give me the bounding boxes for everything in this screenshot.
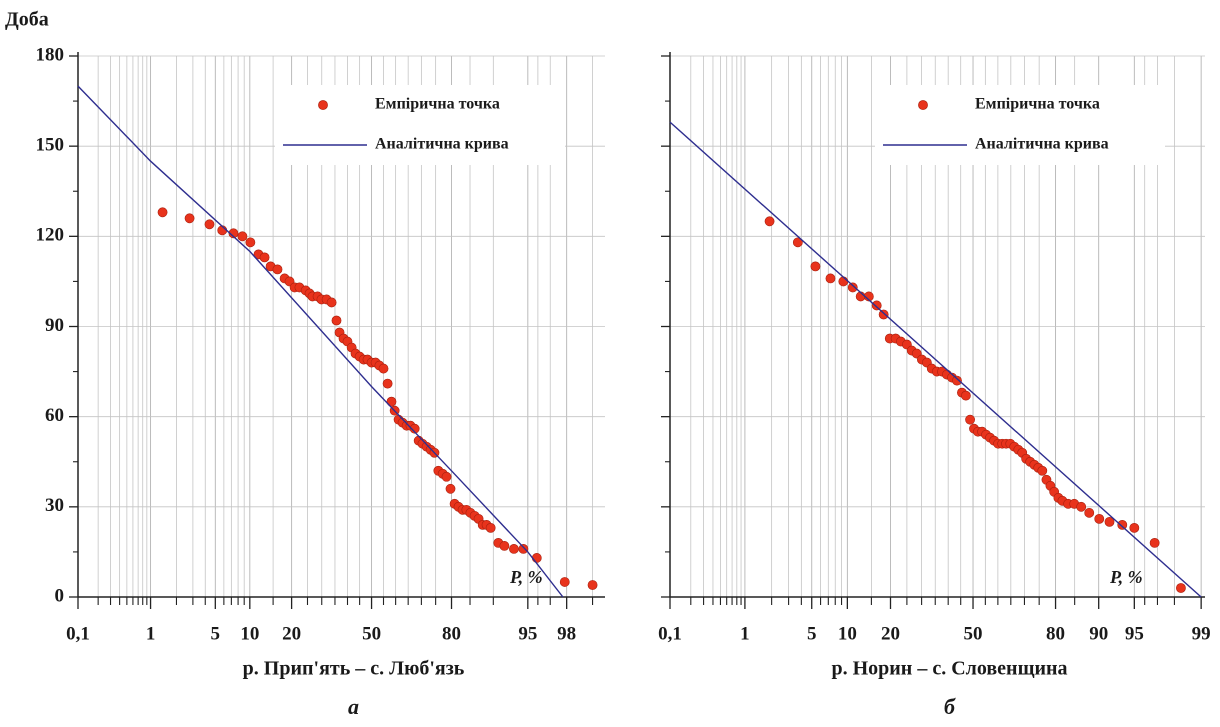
data-point xyxy=(228,228,239,239)
data-point xyxy=(331,315,342,326)
data-point xyxy=(1076,501,1087,512)
y-tick-label: 60 xyxy=(45,405,64,426)
x-tick-label: 0,1 xyxy=(658,623,682,644)
data-point xyxy=(1129,522,1140,533)
data-point xyxy=(386,396,397,407)
data-point xyxy=(485,522,496,533)
data-point xyxy=(157,207,168,218)
data-point xyxy=(1037,465,1048,476)
x-axis-label: P, % xyxy=(1109,567,1143,587)
legend-point xyxy=(918,100,928,110)
y-tick-label: 30 xyxy=(45,495,64,516)
data-point xyxy=(1176,583,1186,593)
legend-label: Аналітична крива xyxy=(375,136,509,153)
panel-label: а xyxy=(348,694,359,719)
x-tick-label: 20 xyxy=(881,623,900,644)
data-point xyxy=(960,390,971,401)
x-tick-label: 90 xyxy=(1089,623,1108,644)
y-tick-label: 0 xyxy=(55,585,65,606)
x-tick-label: 1 xyxy=(740,623,750,644)
y-axis-label: Доба xyxy=(5,9,49,31)
legend-point xyxy=(318,100,328,110)
data-point xyxy=(259,252,270,263)
data-point xyxy=(878,309,889,320)
data-point xyxy=(499,541,510,551)
x-tick-label: 0,1 xyxy=(66,623,90,644)
x-tick-label: 80 xyxy=(1046,623,1065,644)
x-tick-label: 80 xyxy=(442,623,461,644)
x-tick-label: 1 xyxy=(146,623,156,644)
legend-box xyxy=(275,85,565,165)
data-point xyxy=(1117,519,1128,530)
data-point xyxy=(952,375,962,386)
data-point xyxy=(245,237,256,248)
x-tick-label: 5 xyxy=(807,623,817,644)
data-point xyxy=(272,264,283,275)
legend-label: Емпірична точка xyxy=(975,96,1100,113)
legend-label: Аналітична крива xyxy=(975,136,1109,153)
data-point xyxy=(326,297,337,308)
x-tick-label: 95 xyxy=(1125,623,1144,644)
x-tick-label: 20 xyxy=(282,623,301,644)
x-tick-label: 99 xyxy=(1192,623,1211,644)
data-point xyxy=(838,276,849,287)
y-tick-label: 180 xyxy=(36,44,65,65)
analytic-curve xyxy=(669,121,1202,598)
chart-title: р. Норин – с. Словенщина xyxy=(831,658,1067,680)
y-tick-label: 90 xyxy=(45,315,64,336)
data-point xyxy=(792,237,803,248)
data-point xyxy=(1094,513,1105,524)
x-tick-label: 10 xyxy=(838,623,857,644)
data-point xyxy=(382,378,393,389)
data-point xyxy=(509,544,519,554)
x-tick-label: 95 xyxy=(518,623,537,644)
x-tick-label: 10 xyxy=(240,623,259,644)
legend-label: Емпірична точка xyxy=(375,96,500,113)
legend-box xyxy=(875,85,1165,165)
data-point xyxy=(871,300,882,311)
data-point xyxy=(587,580,598,590)
data-point xyxy=(441,471,452,482)
data-point xyxy=(764,216,775,227)
data-point xyxy=(445,483,456,494)
data-point xyxy=(531,553,542,563)
y-tick-label: 120 xyxy=(36,225,65,246)
analytic-curve xyxy=(77,85,564,598)
panel-label: б xyxy=(944,694,956,719)
data-point xyxy=(1104,516,1115,527)
data-point xyxy=(825,273,836,284)
data-point xyxy=(409,423,420,434)
chart-title: р. Прип'ять – с. Люб'язь xyxy=(243,658,465,680)
x-tick-label: 50 xyxy=(362,623,381,644)
data-point xyxy=(847,282,858,293)
x-axis-label: P, % xyxy=(509,567,543,587)
data-point xyxy=(965,414,975,425)
x-tick-label: 5 xyxy=(211,623,221,644)
data-point xyxy=(810,261,821,272)
data-point xyxy=(184,213,195,224)
y-tick-label: 150 xyxy=(36,135,65,156)
data-point xyxy=(204,219,215,230)
data-point xyxy=(237,231,248,242)
data-point xyxy=(1084,507,1095,518)
x-tick-label: 98 xyxy=(557,623,576,644)
data-point xyxy=(518,544,529,554)
data-point xyxy=(378,363,389,374)
x-tick-label: 50 xyxy=(964,623,983,644)
data-point xyxy=(559,577,570,587)
data-point xyxy=(1149,538,1160,548)
